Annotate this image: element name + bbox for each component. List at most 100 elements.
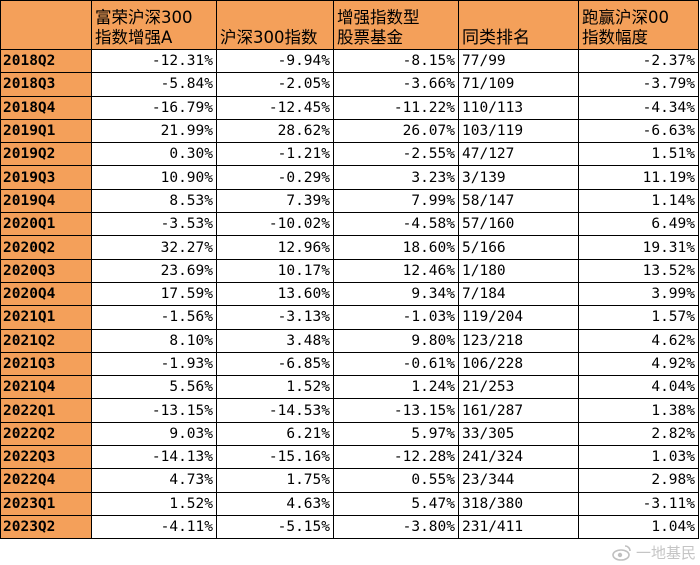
peer-rank-cell: 106/228 xyxy=(458,351,579,377)
fund-return-cell: -4.11% xyxy=(91,514,217,540)
index-return-cell: -6.85% xyxy=(216,351,334,377)
header-fund-return: 富荣沪深300 指数增强A xyxy=(91,0,217,50)
header-row: 富荣沪深300 指数增强A 沪深300指数 增强指数型 股票基金 同类排名 跑赢… xyxy=(0,0,699,50)
index-return-cell: 10.17% xyxy=(216,258,334,283)
fund-return-cell: 4.73% xyxy=(91,468,217,493)
quarter-cell: 2020Q3 xyxy=(0,258,92,283)
table-row: 2022Q2 9.03% 6.21% 5.97% 33/305 2.82% xyxy=(0,421,699,447)
excess-return-cell: 13.52% xyxy=(578,258,699,283)
excess-return-cell: 3.99% xyxy=(578,281,699,307)
table-row: 2020Q4 17.59% 13.60% 9.34% 7/184 3.99% xyxy=(0,281,699,307)
peer-rank-cell: 110/113 xyxy=(458,95,579,120)
quarter-cell: 2022Q2 xyxy=(0,421,92,447)
index-return-cell: 7.39% xyxy=(216,188,334,214)
table-row: 2019Q3 10.90% -0.29% 3.23% 3/139 11.19% xyxy=(0,165,699,190)
excess-return-cell: 4.04% xyxy=(578,375,699,400)
index-return-cell: 6.21% xyxy=(216,421,334,447)
category-return-cell: 3.23% xyxy=(333,165,459,190)
index-return-cell: -14.53% xyxy=(216,398,334,423)
category-return-cell: 1.24% xyxy=(333,375,459,400)
excess-return-cell: -3.79% xyxy=(578,72,699,97)
quarter-cell: 2020Q4 xyxy=(0,281,92,307)
fund-performance-table: 富荣沪深300 指数增强A 沪深300指数 增强指数型 股票基金 同类排名 跑赢… xyxy=(0,0,699,540)
fund-return-cell: 0.30% xyxy=(91,142,217,167)
header-category-return: 增强指数型 股票基金 xyxy=(333,0,459,50)
header-rank-line2: 同类排名 xyxy=(462,28,530,48)
peer-rank-cell: 161/287 xyxy=(458,398,579,423)
excess-return-cell: 4.92% xyxy=(578,351,699,377)
category-return-cell: 9.80% xyxy=(333,328,459,353)
table-row: 2021Q4 5.56% 1.52% 1.24% 21/253 4.04% xyxy=(0,375,699,400)
category-return-cell: 7.99% xyxy=(333,188,459,214)
fund-return-cell: 17.59% xyxy=(91,281,217,307)
quarter-cell: 2019Q1 xyxy=(0,118,92,144)
header-excess-line2: 指数幅度 xyxy=(582,28,648,47)
table-row: 2019Q1 21.99% 28.62% 26.07% 103/119 -6.63% xyxy=(0,118,699,144)
category-return-cell: 18.60% xyxy=(333,235,459,260)
category-return-cell: 9.34% xyxy=(333,281,459,307)
excess-return-cell: 1.04% xyxy=(578,514,699,540)
fund-return-cell: 8.53% xyxy=(91,188,217,214)
fund-return-cell: 5.56% xyxy=(91,375,217,400)
category-return-cell: 5.47% xyxy=(333,491,459,516)
table-header: 富荣沪深300 指数增强A 沪深300指数 增强指数型 股票基金 同类排名 跑赢… xyxy=(0,0,699,50)
peer-rank-cell: 1/180 xyxy=(458,258,579,283)
excess-return-cell: 6.49% xyxy=(578,212,699,237)
table-row: 2020Q1 -3.53% -10.02% -4.58% 57/160 6.49% xyxy=(0,212,699,237)
fund-return-cell: 10.90% xyxy=(91,165,217,190)
table-row: 2018Q4 -16.79% -12.45% -11.22% 110/113 -4.34% xyxy=(0,95,699,120)
peer-rank-cell: 77/99 xyxy=(458,48,579,74)
header-fund-line1: 富荣沪深300 xyxy=(95,8,193,27)
quarter-cell: 2018Q3 xyxy=(0,72,92,97)
index-return-cell: 3.48% xyxy=(216,328,334,353)
index-return-cell: -1.21% xyxy=(216,142,334,167)
quarter-cell: 2019Q4 xyxy=(0,188,92,214)
table-row: 2022Q4 4.73% 1.75% 0.55% 23/344 2.98% xyxy=(0,468,699,493)
index-return-cell: -12.45% xyxy=(216,95,334,120)
excess-return-cell: 2.82% xyxy=(578,421,699,447)
table-row: 2023Q2 -4.11% -5.15% -3.80% 231/411 1.04% xyxy=(0,514,699,540)
category-return-cell: -11.22% xyxy=(333,95,459,120)
quarter-cell: 2022Q1 xyxy=(0,398,92,423)
excess-return-cell: 2.98% xyxy=(578,468,699,493)
fund-return-cell: -14.13% xyxy=(91,445,217,470)
fund-return-cell: 9.03% xyxy=(91,421,217,447)
table-row: 2018Q2 -12.31% -9.94% -8.15% 77/99 -2.37% xyxy=(0,48,699,74)
excess-return-cell: -2.37% xyxy=(578,48,699,74)
category-return-cell: 5.97% xyxy=(333,421,459,447)
fund-return-cell: -1.56% xyxy=(91,305,217,330)
category-return-cell: -13.15% xyxy=(333,398,459,423)
table-row: 2023Q1 1.52% 4.63% 5.47% 318/380 -3.11% xyxy=(0,491,699,516)
peer-rank-cell: 123/218 xyxy=(458,328,579,353)
peer-rank-cell: 33/305 xyxy=(458,421,579,447)
header-fund-line2: 指数增强A xyxy=(95,28,173,47)
quarter-cell: 2023Q1 xyxy=(0,491,92,516)
quarter-cell: 2021Q2 xyxy=(0,328,92,353)
table-row: 2022Q3 -14.13% -15.16% -12.28% 241/324 1.03% xyxy=(0,445,699,470)
header-category-line1: 增强指数型 xyxy=(337,8,420,27)
quarter-cell: 2021Q3 xyxy=(0,351,92,377)
excess-return-cell: 19.31% xyxy=(578,235,699,260)
header-peer-rank: 同类排名 xyxy=(458,0,579,50)
header-index-return: 沪深300指数 xyxy=(216,0,334,50)
watermark: 一地基民 xyxy=(612,542,696,563)
table-row: 2021Q3 -1.93% -6.85% -0.61% 106/228 4.92% xyxy=(0,351,699,377)
category-return-cell: 0.55% xyxy=(333,468,459,493)
fund-return-cell: -16.79% xyxy=(91,95,217,120)
fund-return-cell: -5.84% xyxy=(91,72,217,97)
table-row: 2019Q4 8.53% 7.39% 7.99% 58/147 1.14% xyxy=(0,188,699,214)
watermark-text: 一地基民 xyxy=(635,544,696,562)
fund-return-cell: 8.10% xyxy=(91,328,217,353)
quarter-cell: 2019Q2 xyxy=(0,142,92,167)
peer-rank-cell: 47/127 xyxy=(458,142,579,167)
peer-rank-cell: 103/119 xyxy=(458,118,579,144)
peer-rank-cell: 71/109 xyxy=(458,72,579,97)
excess-return-cell: 1.57% xyxy=(578,305,699,330)
table-row: 2018Q3 -5.84% -2.05% -3.66% 71/109 -3.79% xyxy=(0,72,699,97)
index-return-cell: 12.96% xyxy=(216,235,334,260)
index-return-cell: 1.52% xyxy=(216,375,334,400)
quarter-cell: 2022Q3 xyxy=(0,445,92,470)
index-return-cell: 13.60% xyxy=(216,281,334,307)
quarter-cell: 2021Q4 xyxy=(0,375,92,400)
index-return-cell: -10.02% xyxy=(216,212,334,237)
